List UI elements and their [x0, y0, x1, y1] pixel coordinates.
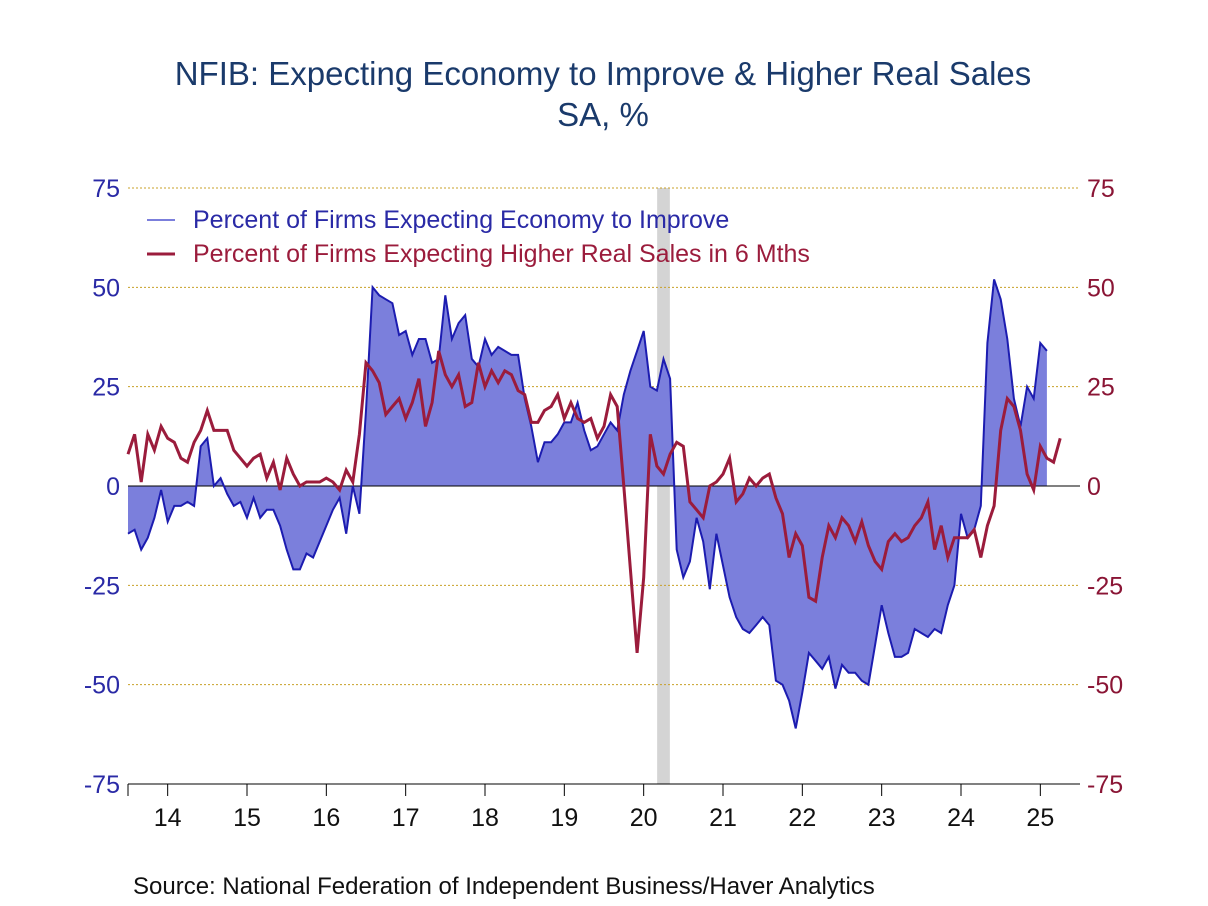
x-tick-label: 21 [709, 804, 737, 832]
y-tick-label-right: 25 [1087, 374, 1115, 402]
y-tick-label-left: 25 [92, 374, 120, 402]
y-tick-label-right: -50 [1087, 672, 1123, 700]
legend: Percent of Firms Expecting Economy to Im… [147, 206, 810, 268]
series-1-line [127, 279, 1048, 729]
x-axis-labels: 14 15 16 17 18 19 20 21 22 23 24 25 [154, 804, 1054, 832]
series-2-line [126, 350, 1062, 654]
x-tick-label: 20 [630, 804, 658, 832]
y-tick-label-left: -25 [84, 572, 120, 600]
x-tick-label: 24 [947, 804, 975, 832]
y-tick-label-right: -75 [1087, 771, 1123, 799]
x-tick-label: 19 [550, 804, 578, 832]
y-axis-left: 75 50 25 0 -25 -50 -75 [84, 175, 120, 799]
y-tick-label-right: 0 [1087, 473, 1101, 501]
chart-title: NFIB: Expecting Economy to Improve & Hig… [175, 55, 1032, 92]
x-tick-label: 25 [1026, 804, 1054, 832]
legend-label-series-1: Percent of Firms Expecting Economy to Im… [193, 206, 729, 234]
y-tick-label-left: 75 [92, 175, 120, 203]
legend-label-series-2: Percent of Firms Expecting Higher Real S… [193, 240, 810, 268]
y-tick-label-right: 75 [1087, 175, 1115, 203]
y-tick-label-left: 0 [106, 473, 120, 501]
source-note: Source: National Federation of Independe… [133, 873, 875, 900]
y-tick-label-left: -50 [84, 672, 120, 700]
x-tick-label: 14 [154, 804, 182, 832]
y-tick-label-left: -75 [84, 771, 120, 799]
y-tick-label-right: 50 [1087, 274, 1115, 302]
y-axis-right: 75 50 25 0 -25 -50 -75 [1087, 175, 1123, 799]
x-tick-label: 16 [312, 804, 340, 832]
x-tick-label: 15 [233, 804, 261, 832]
x-axis [127, 783, 1080, 796]
x-tick-label: 17 [392, 804, 420, 832]
x-tick-label: 23 [868, 804, 896, 832]
x-tick-label: 18 [471, 804, 499, 832]
chart-subtitle: SA, % [557, 96, 649, 133]
series-1-area [128, 279, 1047, 729]
y-tick-label-left: 50 [92, 274, 120, 302]
x-tick-label: 22 [788, 804, 816, 832]
y-tick-label-right: -25 [1087, 572, 1123, 600]
